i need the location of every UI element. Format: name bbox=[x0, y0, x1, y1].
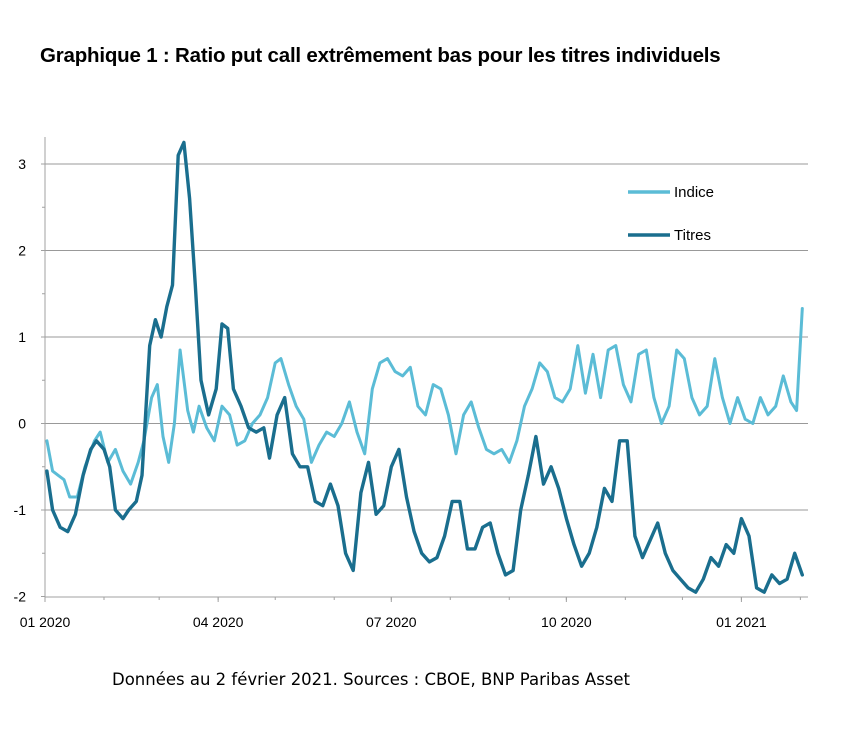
y-tick-label: -2 bbox=[14, 589, 27, 605]
gridlines bbox=[45, 163, 808, 511]
x-tick-label: 04 2020 bbox=[193, 614, 244, 630]
source-note: Données au 2 février 2021. Sources : CBO… bbox=[112, 670, 631, 689]
chart-title: Graphique 1 : Ratio put call extrêmement… bbox=[40, 44, 721, 67]
y-tick-label: 2 bbox=[18, 243, 26, 259]
legend-label-titres: Titres bbox=[674, 227, 711, 244]
y-tick-label: 3 bbox=[18, 156, 26, 172]
x-tick-label: 07 2020 bbox=[366, 614, 417, 630]
series-lines bbox=[45, 140, 804, 594]
series-line-titres bbox=[45, 140, 804, 594]
y-tick-label: -1 bbox=[14, 502, 27, 518]
y-tick-label: 0 bbox=[18, 416, 26, 432]
y-tick-label: 1 bbox=[18, 329, 26, 345]
x-tick-label: 01 2020 bbox=[20, 614, 71, 630]
legend: Indice Titres bbox=[628, 184, 714, 244]
legend-label-indice: Indice bbox=[674, 184, 714, 201]
axes: 3 2 1 0 -1 -2 01 2020 04 2020 07 2020 10 2020 01 2… bbox=[14, 137, 808, 630]
x-tick-label: 01 2021 bbox=[716, 614, 767, 630]
x-tick-label: 10 2020 bbox=[541, 614, 592, 630]
series-line-indice bbox=[45, 307, 804, 499]
